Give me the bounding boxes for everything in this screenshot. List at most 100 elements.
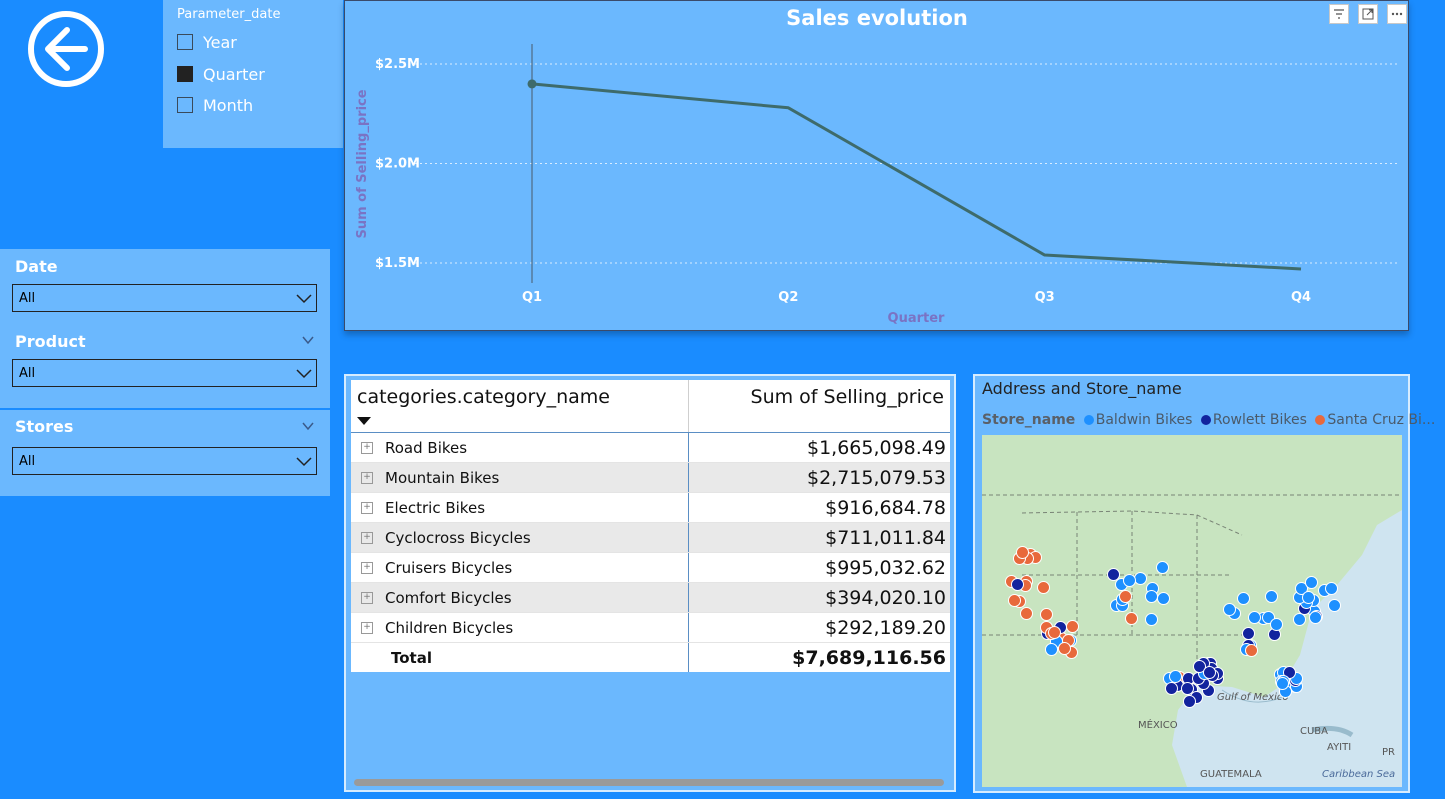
expand-icon[interactable]: + (361, 502, 373, 514)
store-marker[interactable] (1011, 578, 1025, 592)
chevron-down-icon (296, 457, 312, 467)
store-marker[interactable] (1047, 626, 1061, 640)
option-year[interactable]: Year (177, 31, 237, 53)
store-marker[interactable] (1183, 694, 1197, 708)
chevron-down-icon[interactable] (302, 420, 314, 432)
legend-dot (1083, 415, 1094, 425)
store-marker[interactable] (1223, 603, 1237, 617)
chevron-down-icon[interactable] (302, 334, 314, 346)
expand-icon[interactable]: + (361, 562, 373, 574)
store-marker[interactable] (1292, 613, 1306, 627)
store-marker[interactable] (1124, 611, 1138, 625)
store-marker[interactable] (1019, 606, 1033, 620)
store-marker[interactable] (1144, 612, 1158, 626)
chart-title: Sales evolution (786, 6, 968, 30)
stores-dropdown[interactable]: All (12, 447, 317, 475)
table-row[interactable]: + Cyclocross Bicycles $711,011.84 (351, 522, 950, 553)
option-label: Month (203, 95, 254, 115)
legend-item[interactable]: Baldwin Bikes (1080, 412, 1192, 428)
horizontal-scrollbar[interactable] (354, 779, 944, 786)
parameter-title: Parameter_date (177, 7, 281, 22)
category-cell: + Cyclocross Bicycles (351, 522, 689, 553)
expand-icon[interactable]: + (361, 622, 373, 634)
expand-icon[interactable]: + (361, 592, 373, 604)
option-quarter[interactable]: Quarter (177, 63, 265, 85)
store-marker[interactable] (1308, 610, 1322, 624)
legend-title: Store_name (982, 412, 1076, 428)
store-marker[interactable] (1157, 592, 1171, 606)
filter-icon[interactable] (1329, 4, 1349, 24)
legend-dot (1315, 415, 1326, 425)
checkbox[interactable] (177, 34, 193, 50)
store-marker[interactable] (1181, 682, 1195, 696)
store-marker[interactable] (1168, 670, 1182, 684)
store-marker[interactable] (1037, 581, 1051, 595)
store-marker[interactable] (1305, 576, 1319, 590)
store-marker[interactable] (1156, 561, 1169, 575)
checkbox[interactable] (177, 97, 193, 113)
store-marker[interactable] (1065, 620, 1079, 634)
back-button[interactable] (27, 10, 105, 88)
store-marker[interactable] (1325, 582, 1339, 596)
header-label: categories.category_name (357, 386, 610, 408)
checkbox[interactable] (177, 66, 193, 82)
store-marker[interactable] (1045, 642, 1059, 656)
store-marker[interactable] (1107, 567, 1121, 581)
legend-item[interactable]: Santa Cruz Bi... (1311, 412, 1435, 428)
column-header-sum[interactable]: Sum of Selling_price (687, 380, 950, 433)
value-cell: $1,665,098.49 (687, 432, 950, 463)
store-marker[interactable] (1134, 571, 1148, 585)
store-marker[interactable] (1165, 682, 1179, 696)
table-row[interactable]: + Electric Bikes $916,684.78 (351, 492, 950, 523)
store-marker[interactable] (1123, 574, 1137, 588)
expand-icon[interactable]: + (361, 472, 373, 484)
legend-item[interactable]: Rowlett Bikes (1197, 412, 1307, 428)
sales-evolution-chart: $2.5M $2.0M $1.5M Q1 Q2 Q3 Q4 Sales evolution Qu… (344, 0, 1409, 331)
map-canvas[interactable]: Gulf of Mexico MÉXICO CUBA AYITI PR GUAT… (982, 435, 1402, 787)
map-label-cuba: CUBA (1300, 726, 1329, 737)
store-marker[interactable] (1118, 590, 1132, 604)
map-title: Address and Store_name (982, 379, 1182, 398)
store-marker[interactable] (1264, 589, 1278, 603)
table-row[interactable]: + Mountain Bikes $2,715,079.53 (351, 462, 950, 493)
store-marker[interactable] (1237, 592, 1251, 606)
total-label-cell: Total (351, 642, 689, 672)
store-marker[interactable] (1244, 644, 1258, 658)
sort-desc-icon[interactable] (357, 417, 371, 425)
store-marker[interactable] (1302, 591, 1316, 605)
stores-slicer: Stores All (0, 410, 330, 496)
value-cell: $995,032.62 (687, 552, 950, 583)
expand-icon[interactable]: + (361, 442, 373, 454)
store-marker[interactable] (1039, 607, 1053, 621)
expand-icon[interactable]: + (361, 532, 373, 544)
category-label: Comfort Bicycles (385, 588, 512, 607)
category-cell: + Comfort Bicycles (351, 582, 689, 613)
store-marker[interactable] (1270, 618, 1284, 632)
store-marker[interactable] (1202, 665, 1216, 679)
north-america-map (982, 435, 1402, 787)
table-row[interactable]: + Road Bikes $1,665,098.49 (351, 432, 950, 463)
column-header-category[interactable]: categories.category_name (351, 380, 689, 433)
focus-mode-icon[interactable] (1358, 4, 1378, 24)
store-marker[interactable] (1057, 642, 1071, 656)
store-marker[interactable] (1276, 676, 1290, 690)
store-marker[interactable] (1241, 627, 1255, 641)
option-month[interactable]: Month (177, 94, 253, 116)
table-row[interactable]: + Cruisers Bicycles $995,032.62 (351, 552, 950, 583)
more-options-icon[interactable] (1387, 4, 1407, 24)
store-marker[interactable] (1008, 594, 1022, 608)
store-marker[interactable] (1328, 598, 1342, 612)
store-marker[interactable] (1248, 611, 1262, 625)
table-row[interactable]: + Children Bicycles $292,189.20 (351, 612, 950, 643)
date-dropdown[interactable]: All (12, 284, 317, 312)
chevron-down-icon (296, 294, 312, 304)
table-row[interactable]: + Comfort Bicycles $394,020.10 (351, 582, 950, 613)
store-marker[interactable] (1016, 545, 1029, 559)
x-tick-label: Q3 (1035, 290, 1055, 305)
product-dropdown[interactable]: All (12, 359, 317, 387)
slicer-title: Stores (15, 417, 74, 436)
dropdown-value: All (19, 291, 36, 306)
option-label: Quarter (203, 64, 265, 84)
value-cell: $711,011.84 (687, 522, 950, 553)
map-label-caribbean: Caribbean Sea (1322, 769, 1396, 780)
